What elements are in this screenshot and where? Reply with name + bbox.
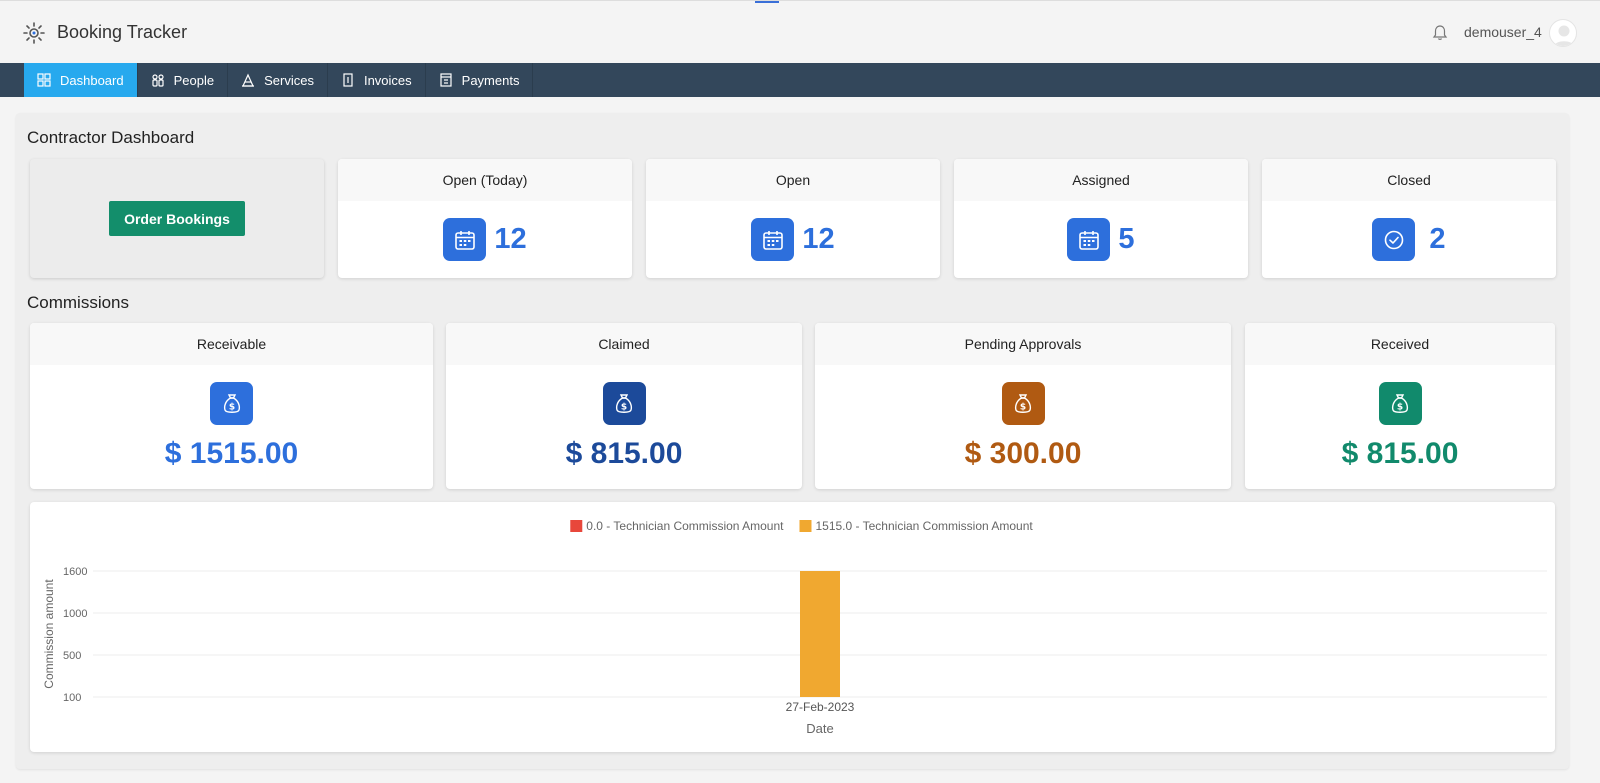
commissions-title: Commissions [27,293,130,312]
nav-item-people[interactable]: People [138,63,229,97]
stat-card-assigned[interactable]: Assigned 5 [954,159,1248,278]
nav-item-invoices[interactable]: Invoices [328,63,426,97]
nav-label: Services [264,72,314,88]
nav-item-payments[interactable]: Payments [426,63,534,97]
dashboard-grid-icon [37,73,51,87]
commission-amount: $ 300.00 [964,437,1082,470]
commission-amount: $ 1515.00 [164,437,299,470]
user-avatar-icon [1553,25,1575,46]
stat-card-open[interactable]: Open 12 [646,159,940,278]
x-axis-label: Date [806,721,833,736]
commission-chart-svg: 0.0 - Technician Commission Amount 1515.0… [42,519,1547,736]
bar [800,571,840,697]
services-icon [242,73,255,87]
nav-label: People [173,72,215,88]
commission-label: Pending Approvals [815,323,1231,365]
money-bag-icon: $ [602,382,646,425]
commission-card-received[interactable]: Received $ $ 815.00 [1245,323,1555,489]
legend-label: 1515.0 - Technician Commission Amount [815,519,1033,533]
stat-label: Open (Today) [338,159,632,201]
payments-icon [440,73,452,87]
nav-label: Dashboard [60,72,124,88]
notification-bell-icon[interactable] [1432,24,1448,42]
commission-amount: $ 815.00 [565,437,683,470]
stat-value: 12 [802,223,835,255]
commission-card-pending-approvals[interactable]: Pending Approvals $ $ 300.00 [815,323,1231,489]
main-navbar: Dashboard People Services Inv [0,63,1600,97]
nav-menu: Dashboard People Services Inv [24,63,534,97]
money-bag-icon: $ [1378,382,1422,425]
y-tick-label: 1000 [63,608,87,620]
y-tick-label: 1600 [63,566,87,578]
app-logo-icon [23,22,45,44]
legend-label: 0.0 - Technician Commission Amount [586,519,784,533]
stat-label: Closed [1262,159,1556,201]
nav-label: Invoices [363,72,412,88]
x-tick-label: 27-Feb-2023 [786,700,855,714]
nav-label: Payments [461,72,520,88]
check-circle-icon [1372,218,1416,261]
commission-label: Claimed [446,323,802,365]
calendar-icon [443,218,487,261]
stat-card-closed[interactable]: Closed 2 [1262,159,1556,278]
calendar-icon [1067,218,1111,261]
y-tick-label: 500 [63,650,81,662]
order-bookings-button[interactable]: Order Bookings [109,201,245,236]
loading-indicator [755,1,779,3]
stat-value: 2 [1429,223,1446,255]
page-title: Contractor Dashboard [27,128,195,147]
stat-value: 5 [1118,223,1135,255]
legend-swatch [570,520,583,532]
legend-swatch [799,520,812,532]
svg-text:$: $ [621,402,627,412]
nav-item-dashboard[interactable]: Dashboard [24,63,138,97]
people-icon [152,74,164,87]
money-bag-icon: $ [1001,382,1045,425]
svg-text:$: $ [1020,402,1026,412]
y-axis-label: Commission amount [42,579,56,689]
commission-label: Received [1245,323,1555,365]
stat-value: 12 [494,223,527,255]
y-tick-label: 100 [63,692,81,704]
svg-text:$: $ [228,402,234,412]
commission-card-claimed[interactable]: Claimed $ $ 815.00 [446,323,802,489]
app-header: Booking Tracker demouser_4 [0,0,1600,63]
app-title: Booking Tracker [57,22,188,42]
avatar[interactable] [1549,19,1577,47]
commission-card-receivable[interactable]: Receivable $ $ 1515.00 [30,323,433,489]
stat-card-open-today[interactable]: Open (Today) 12 [338,159,632,278]
username[interactable]: demouser_4 [1464,24,1542,40]
commission-amount: $ 815.00 [1341,437,1459,470]
stat-label: Assigned [954,159,1248,201]
stat-label: Open [646,159,940,201]
commission-chart: 0.0 - Technician Commission Amount 1515.0… [30,502,1555,752]
money-bag-icon: $ [210,382,253,425]
commission-label: Receivable [30,323,433,365]
nav-item-services[interactable]: Services [228,63,328,97]
invoice-icon [343,73,353,87]
order-bookings-card: Order Bookings [30,159,324,278]
svg-text:$: $ [1397,402,1403,412]
calendar-icon [751,218,795,261]
